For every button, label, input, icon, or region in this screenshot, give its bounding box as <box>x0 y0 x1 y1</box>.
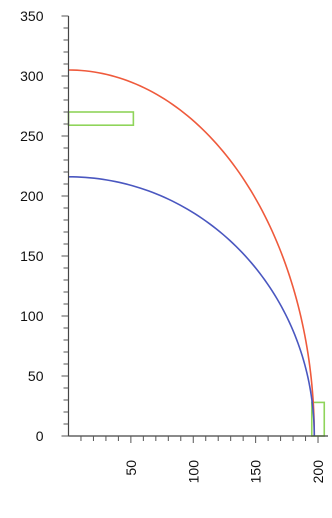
y-tick-label: 200 <box>20 188 44 204</box>
y-tick-label: 350 <box>20 8 44 24</box>
y-tick-label: 150 <box>20 248 44 264</box>
x-tick-label: 200 <box>310 460 326 484</box>
axis-ticks <box>61 15 319 443</box>
chart-marks <box>67 69 326 437</box>
highlight-rect-1 <box>67 111 135 126</box>
y-tick-label: 50 <box>28 368 44 384</box>
tick-labels: 0 50 100 150 200 250 300 350 50 100 150 200 <box>20 8 326 483</box>
y-tick-label: 0 <box>36 428 44 444</box>
x-tick-label: 150 <box>248 460 264 484</box>
y-tick-label: 100 <box>20 308 44 324</box>
series-curve-1 <box>68 69 316 437</box>
y-tick-label: 300 <box>20 68 44 84</box>
x-tick-label: 50 <box>123 460 139 476</box>
y-tick-label: 250 <box>20 128 44 144</box>
series-curve-2 <box>68 176 316 437</box>
x-tick-label: 100 <box>185 460 201 484</box>
